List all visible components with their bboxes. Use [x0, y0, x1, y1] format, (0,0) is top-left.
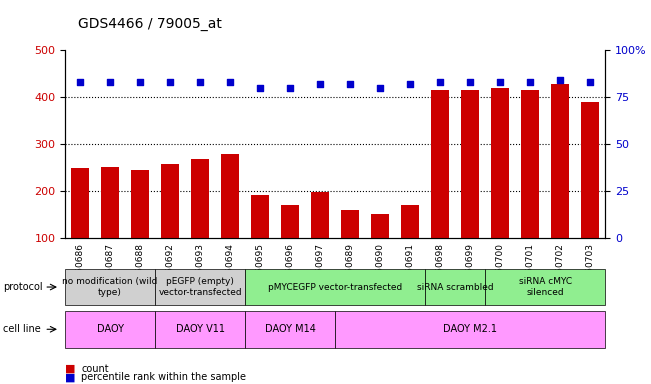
- Bar: [101, 167, 119, 238]
- Bar: [281, 205, 299, 238]
- Point: [345, 81, 355, 87]
- Point: [195, 79, 206, 85]
- Bar: [71, 167, 89, 238]
- Text: GDS4466 / 79005_at: GDS4466 / 79005_at: [78, 17, 222, 31]
- Point: [495, 79, 506, 85]
- Bar: [492, 88, 509, 238]
- Text: pMYCEGFP vector-transfected: pMYCEGFP vector-transfected: [268, 283, 402, 291]
- Point: [285, 84, 296, 91]
- Point: [375, 84, 385, 91]
- Text: pEGFP (empty)
vector-transfected: pEGFP (empty) vector-transfected: [158, 277, 242, 297]
- Bar: [251, 195, 270, 238]
- Text: count: count: [81, 364, 109, 374]
- Bar: [401, 205, 419, 238]
- Point: [465, 79, 475, 85]
- Bar: [131, 170, 149, 238]
- Text: ■: ■: [65, 372, 76, 382]
- Text: ■: ■: [65, 364, 76, 374]
- Point: [105, 79, 115, 85]
- Bar: [581, 102, 600, 238]
- Text: percentile rank within the sample: percentile rank within the sample: [81, 372, 246, 382]
- Point: [135, 79, 145, 85]
- Point: [525, 79, 536, 85]
- Bar: [371, 214, 389, 238]
- Bar: [161, 164, 179, 238]
- Bar: [551, 84, 570, 238]
- Bar: [311, 192, 329, 238]
- Text: no modification (wild
type): no modification (wild type): [62, 277, 158, 297]
- Point: [315, 81, 326, 87]
- Text: siRNA scrambled: siRNA scrambled: [417, 283, 493, 291]
- Point: [435, 79, 445, 85]
- Point: [75, 79, 85, 85]
- Bar: [462, 90, 479, 238]
- Bar: [341, 210, 359, 238]
- Point: [255, 84, 266, 91]
- Text: DAOY M14: DAOY M14: [265, 324, 316, 334]
- Text: DAOY V11: DAOY V11: [176, 324, 225, 334]
- Text: protocol: protocol: [3, 282, 43, 292]
- Point: [225, 79, 236, 85]
- Text: siRNA cMYC
silenced: siRNA cMYC silenced: [519, 277, 572, 297]
- Point: [165, 79, 175, 85]
- Bar: [432, 90, 449, 238]
- Point: [555, 77, 566, 83]
- Point: [585, 79, 596, 85]
- Bar: [191, 159, 209, 238]
- Bar: [221, 154, 239, 238]
- Point: [405, 81, 415, 87]
- Text: cell line: cell line: [3, 324, 41, 334]
- Text: DAOY M2.1: DAOY M2.1: [443, 324, 497, 334]
- Text: DAOY: DAOY: [96, 324, 124, 334]
- Bar: [521, 90, 540, 238]
